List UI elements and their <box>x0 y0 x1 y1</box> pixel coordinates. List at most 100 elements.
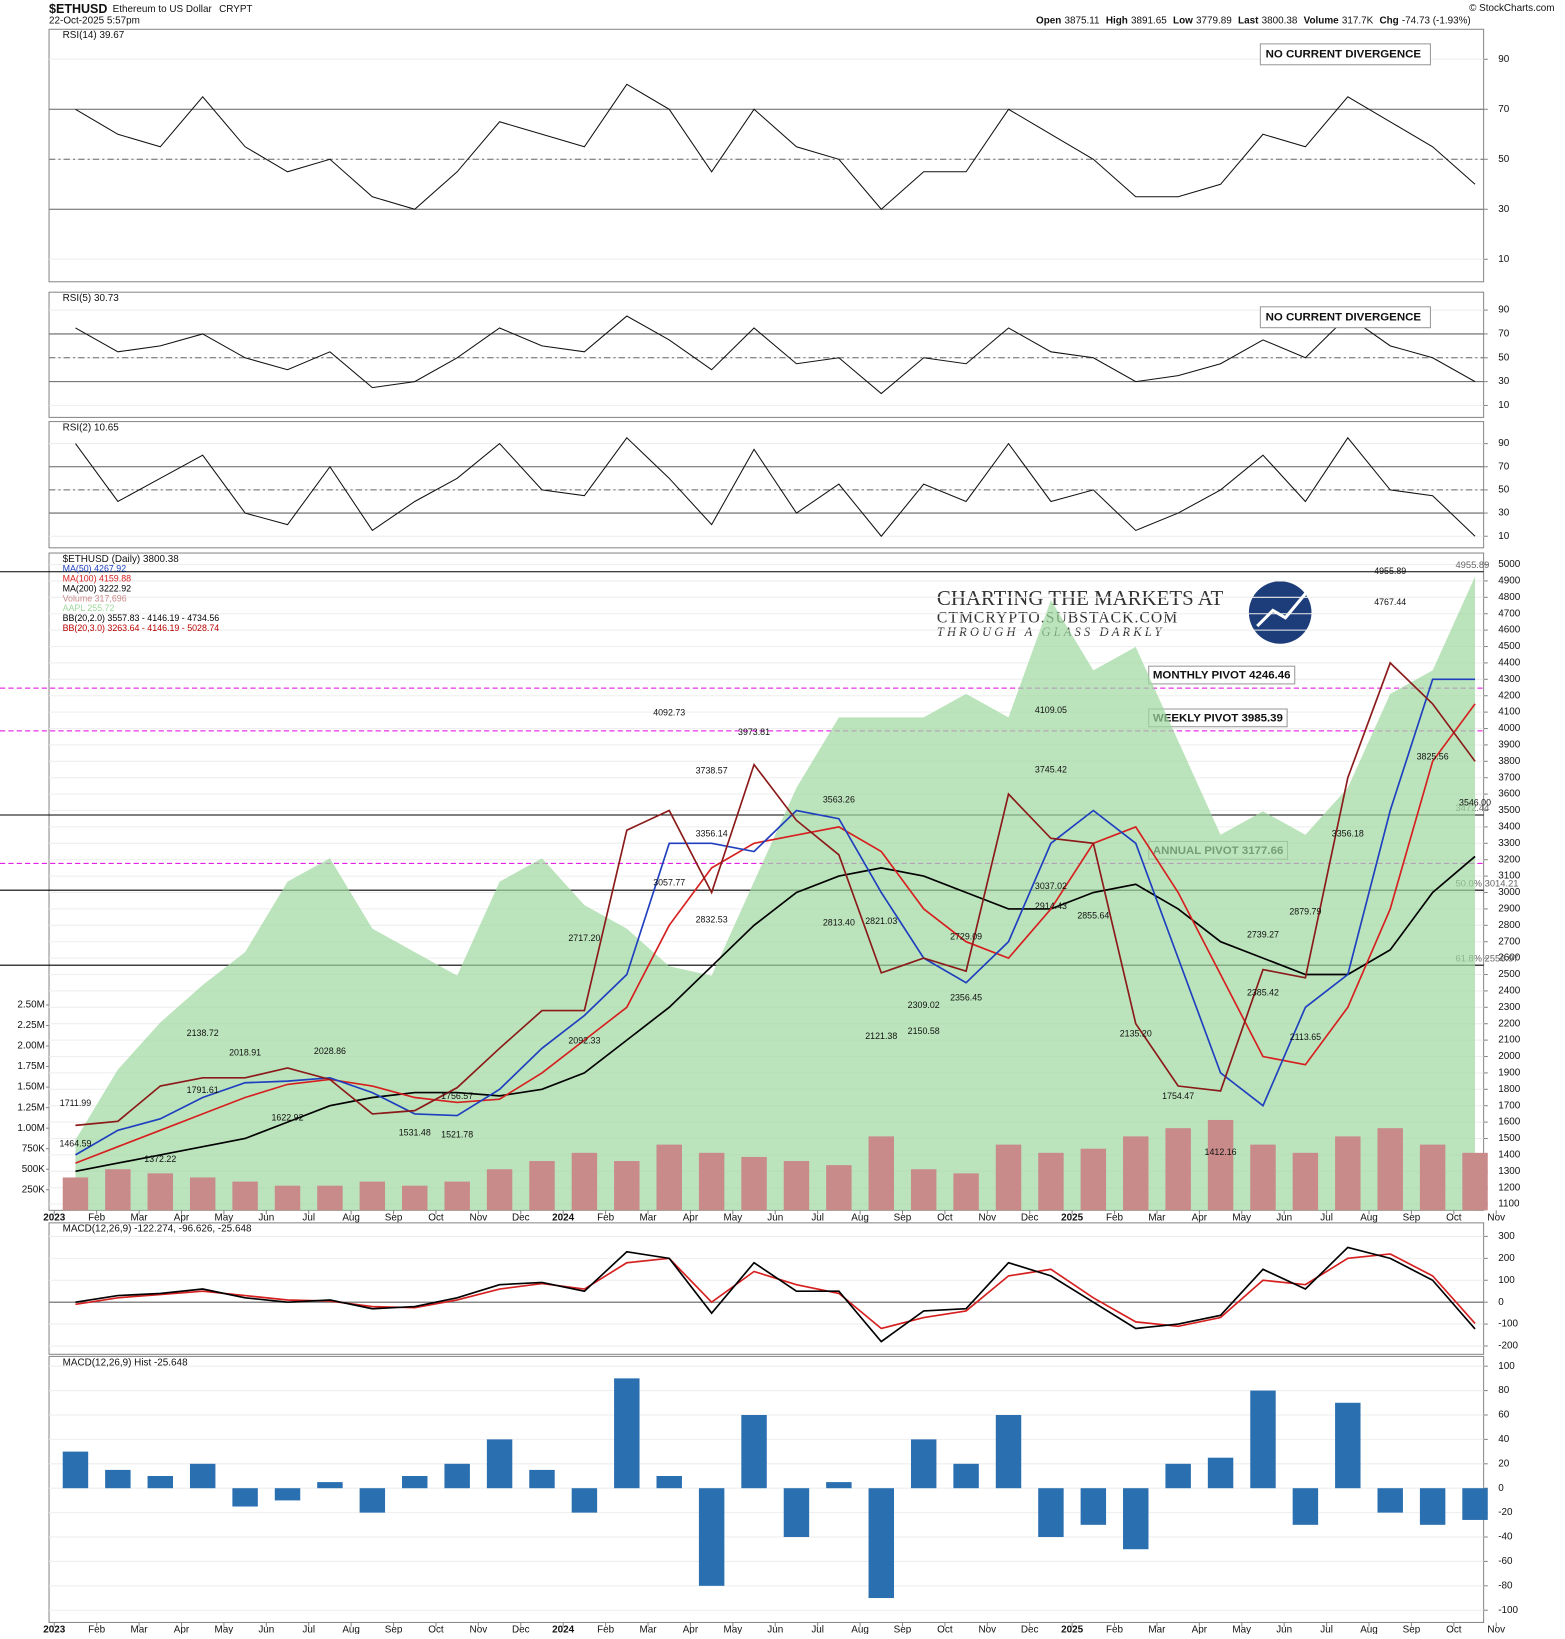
bar <box>783 1161 810 1211</box>
x-tick-label: Aug <box>851 1212 869 1223</box>
price-label: 1622.92 <box>272 1113 304 1123</box>
price-label: 1754.47 <box>1162 1091 1194 1101</box>
bar <box>274 1185 301 1211</box>
price-label: 3745.42 <box>1035 765 1067 775</box>
price-label: 3738.57 <box>696 766 728 776</box>
bar <box>1080 1148 1107 1211</box>
y2-tick-label: 1.00M <box>17 1123 45 1134</box>
bar <box>1123 1136 1149 1211</box>
x-tick-label: Sep <box>894 1212 912 1223</box>
x-tick-label: Sep <box>385 1624 403 1634</box>
y-tick-label: 4900 <box>1498 576 1521 587</box>
y-tick-label: 2300 <box>1498 1002 1521 1013</box>
panel-title: MACD(12,26,9) Hist -25.648 <box>63 1357 188 1368</box>
x-tick-label: Jul <box>811 1212 824 1223</box>
x-tick-label: Oct <box>428 1624 444 1634</box>
y-tick-label: 3300 <box>1498 838 1521 849</box>
x-tick-label: Jul <box>811 1624 824 1634</box>
y-tick-label: 1600 <box>1498 1117 1521 1128</box>
price-label: 1412.16 <box>1205 1147 1237 1157</box>
x-tick-label: Dec <box>512 1212 530 1223</box>
price-label: 2018.91 <box>229 1048 261 1058</box>
x-tick-label: 2023 <box>43 1212 66 1223</box>
bar <box>1335 1136 1361 1211</box>
bar <box>953 1173 979 1211</box>
bar <box>1419 1488 1446 1525</box>
price-label: 2832.53 <box>696 914 728 924</box>
price-label: 2028.86 <box>314 1046 346 1056</box>
bar <box>571 1488 598 1513</box>
y-tick-label: 4700 <box>1498 608 1521 619</box>
y-tick-label: 4800 <box>1498 592 1521 603</box>
bar <box>1377 1488 1403 1513</box>
y-tick-label: -40 <box>1498 1532 1513 1543</box>
panel-frame <box>48 1222 1485 1355</box>
panel-frame <box>48 28 1485 283</box>
x-tick-label: May <box>215 1624 234 1634</box>
x-tick-label: Aug <box>342 1624 360 1634</box>
bar <box>741 1156 767 1211</box>
x-tick-label: Sep <box>385 1212 403 1223</box>
x-tick-label: Aug <box>1360 1212 1378 1223</box>
x-tick-label: Feb <box>597 1624 615 1634</box>
price-label: 4109.05 <box>1035 705 1067 715</box>
x-tick-label: Aug <box>1360 1624 1378 1634</box>
x-tick-label: Mar <box>131 1624 149 1634</box>
price-label: 4767.44 <box>1374 597 1406 607</box>
x-tick-label: Feb <box>1106 1624 1124 1634</box>
x-tick-label: Mar <box>1148 1212 1166 1223</box>
bar <box>232 1488 258 1507</box>
y-tick-label: 2100 <box>1498 1035 1521 1046</box>
panel-frame <box>48 421 1485 549</box>
price-label: 4092.73 <box>653 708 685 718</box>
x-tick-label: 2024 <box>552 1624 575 1634</box>
price-label: 3825.56 <box>1417 751 1449 761</box>
price-label: 1756.57 <box>441 1091 473 1101</box>
y-tick-label: 20 <box>1498 1458 1510 1469</box>
logo <box>1248 581 1312 644</box>
line <box>75 83 1476 211</box>
stat-value: -74.73 (-1.93%) <box>1402 16 1471 27</box>
y-tick-label: -60 <box>1498 1556 1513 1567</box>
stat-value: 3800.38 <box>1262 16 1298 27</box>
stat-value: 3891.65 <box>1131 16 1167 27</box>
y2-tick-label: 500K <box>22 1164 46 1175</box>
y-tick-label: 2400 <box>1498 986 1521 997</box>
price-label: 2813.40 <box>823 917 855 927</box>
y-tick-label: 4200 <box>1498 690 1521 701</box>
x-tick-label: Nov <box>1487 1212 1505 1223</box>
stat-label: High <box>1106 16 1128 27</box>
price-label: 2150.58 <box>908 1026 940 1036</box>
price-label: 2138.72 <box>187 1028 219 1038</box>
y-tick-label: 50 <box>1498 352 1510 363</box>
bar <box>1207 1119 1234 1211</box>
note-box <box>1259 306 1431 329</box>
price-label: 3037.02 <box>1035 881 1067 891</box>
price-label: 1531.48 <box>399 1128 431 1138</box>
x-tick-label: Nov <box>470 1624 488 1634</box>
bar <box>147 1173 174 1211</box>
y-tick-label: 10 <box>1498 400 1510 411</box>
price-label: 1711.99 <box>60 1098 91 1108</box>
stat-label: Open <box>1036 16 1061 27</box>
bar <box>1292 1488 1319 1525</box>
bar <box>1462 1488 1488 1520</box>
x-tick-label: Sep <box>894 1624 912 1634</box>
bar <box>147 1476 174 1489</box>
stat-label: Low <box>1173 16 1193 27</box>
y2-tick-label: 1.75M <box>17 1061 45 1072</box>
bar <box>1080 1488 1107 1525</box>
bar <box>953 1463 979 1489</box>
bar <box>62 1451 89 1489</box>
bar <box>486 1439 513 1489</box>
bar <box>1250 1144 1276 1211</box>
pivot-label: 4955.89 <box>1455 560 1489 570</box>
price-label: 3356.18 <box>1332 828 1364 838</box>
x-tick-label: Feb <box>1106 1212 1124 1223</box>
pivot-label: WEEKLY PIVOT 3985.39 <box>1153 712 1283 724</box>
bar <box>189 1177 216 1211</box>
price-label: 2121.38 <box>865 1031 897 1041</box>
panel-title: RSI(2) 10.65 <box>63 422 120 433</box>
x-tick-label: May <box>723 1624 742 1634</box>
